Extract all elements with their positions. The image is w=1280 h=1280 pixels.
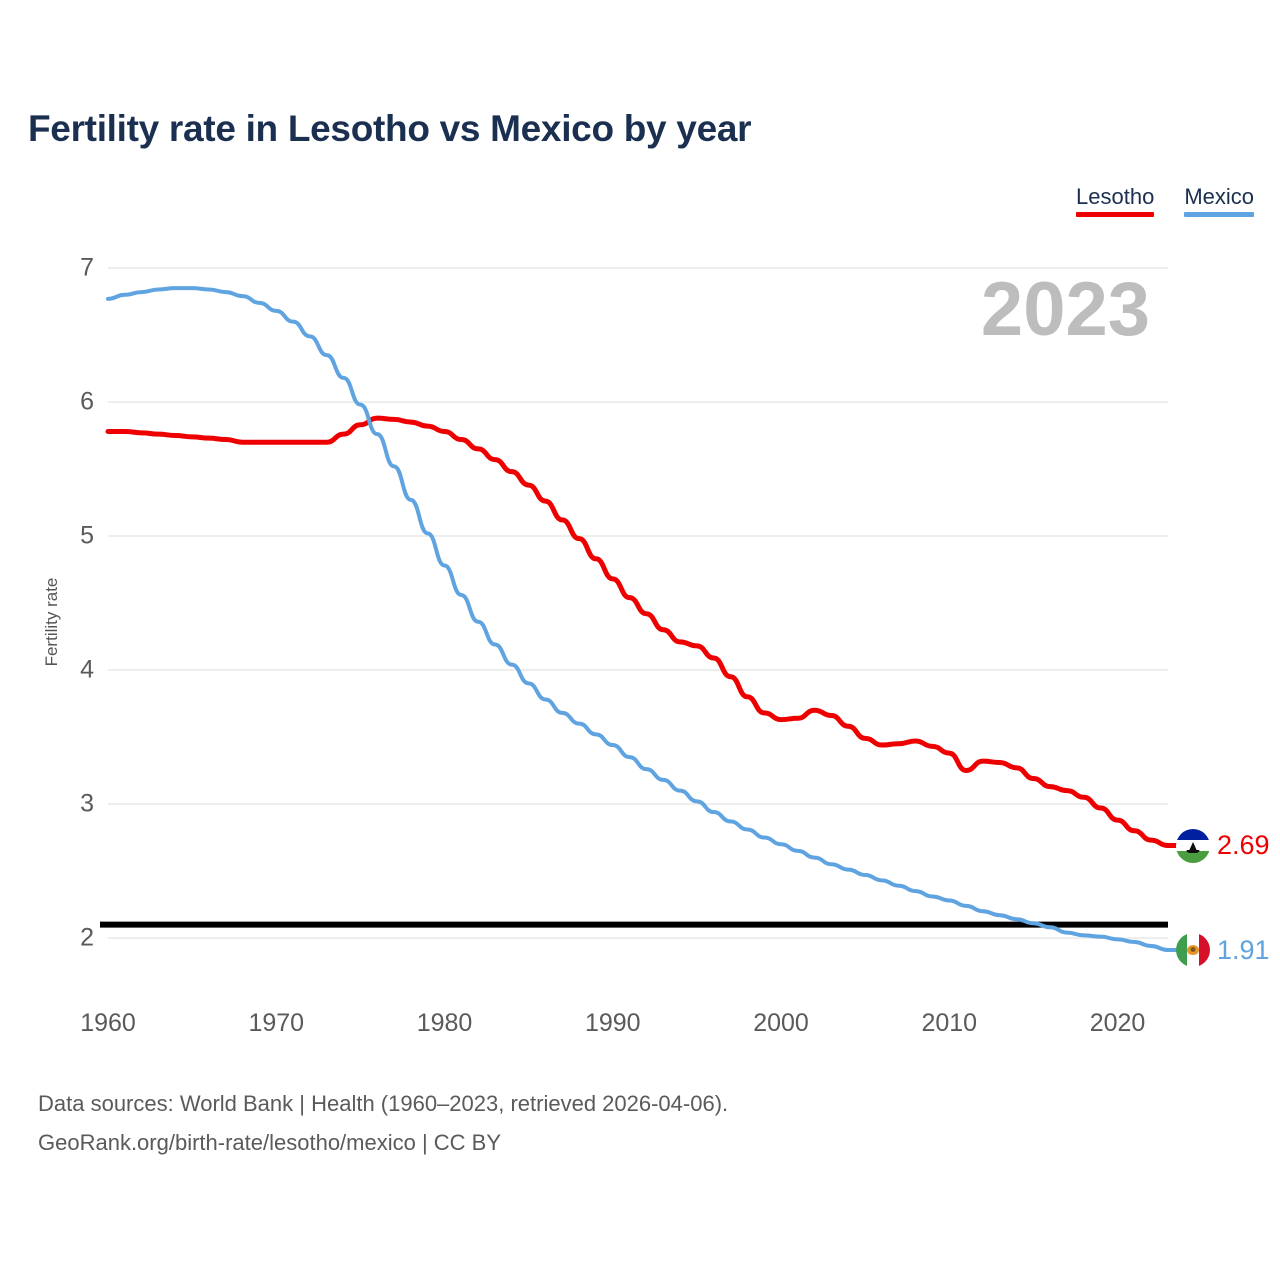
- end-value-lesotho: 2.69: [1217, 830, 1270, 861]
- page-title: Fertility rate in Lesotho vs Mexico by y…: [28, 108, 752, 149]
- y-axis-tick-7: 7: [80, 253, 94, 282]
- end-label-lesotho: 2.69: [1176, 828, 1270, 863]
- end-value-mexico: 1.91: [1217, 934, 1270, 965]
- chart-legend: Lesotho Mexico: [1076, 185, 1254, 217]
- x-axis-tick-2020: 2020: [1089, 1009, 1146, 1037]
- x-axis-tick-1980: 1980: [416, 1009, 473, 1037]
- y-axis-tick-3: 3: [80, 789, 94, 818]
- legend-item-lesotho[interactable]: Lesotho: [1076, 184, 1155, 217]
- legend-label-mexico: Mexico: [1184, 184, 1254, 209]
- y-axis-tick-4: 4: [80, 655, 94, 684]
- x-axis-tick-1960: 1960: [80, 1009, 136, 1037]
- y-axis-tick-6: 6: [80, 387, 94, 416]
- legend-color-swatch-lesotho: [1076, 212, 1155, 217]
- x-axis-tick-2010: 2010: [921, 1009, 978, 1037]
- year-watermark: 2023: [980, 267, 1150, 352]
- lesotho-flag-icon: [1176, 828, 1210, 863]
- x-axis-tick-1970: 1970: [248, 1009, 305, 1037]
- x-axis-tick-1990: 1990: [584, 1009, 641, 1037]
- footer-attribution: Data sources: World Bank | Health (1960–…: [38, 1084, 728, 1162]
- footer-line-license[interactable]: GeoRank.org/birth-rate/lesotho/mexico | …: [38, 1130, 502, 1155]
- legend-color-swatch-mexico: [1184, 212, 1254, 217]
- y-axis-tick-5: 5: [80, 521, 94, 550]
- y-axis-tick-2: 2: [80, 923, 94, 952]
- legend-item-mexico[interactable]: Mexico: [1184, 185, 1254, 217]
- end-label-mexico: 1.91: [1176, 933, 1270, 968]
- y-axis-title: Fertility rate: [42, 577, 61, 667]
- x-axis-tick-2000: 2000: [753, 1009, 809, 1037]
- mexico-flag-icon: [1176, 933, 1210, 968]
- legend-label-lesotho: Lesotho: [1076, 184, 1155, 209]
- footer-line-sources: Data sources: World Bank | Health (1960–…: [38, 1091, 729, 1116]
